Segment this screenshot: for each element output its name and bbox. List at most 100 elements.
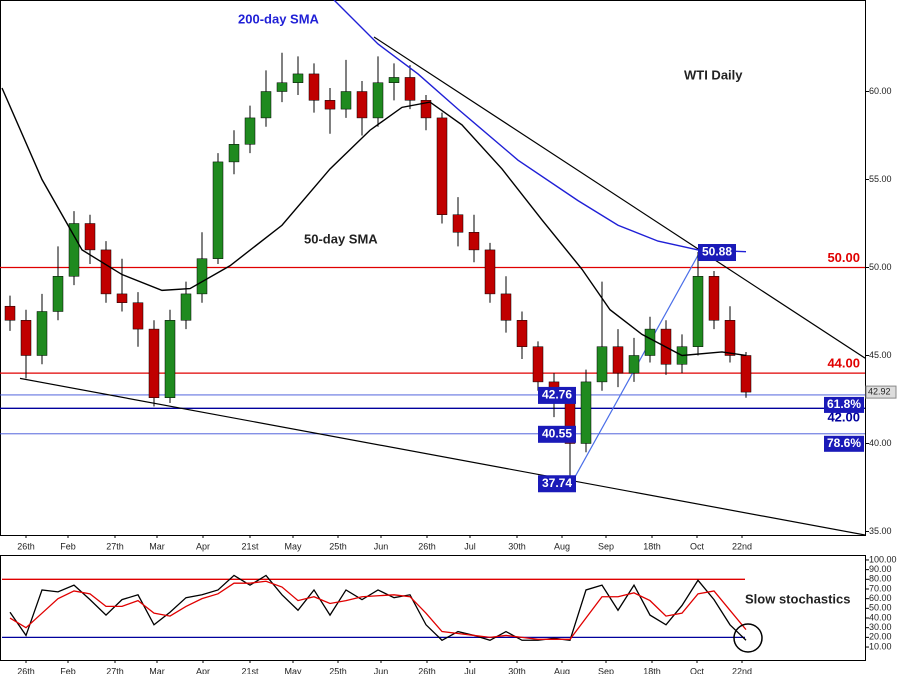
trendline [373,36,865,359]
chart-title: WTI Daily [684,67,743,82]
x-tick-label: 26th [418,666,436,674]
candle-body [500,293,512,321]
candle-body [324,100,336,110]
candle-body [20,320,32,356]
x-tick-label: Sep [598,541,614,551]
x-tick-label: 27th [106,541,124,551]
candle-body [52,276,64,312]
y-tick-label: 100.00 [869,554,897,564]
candle-body [372,82,384,119]
x-tick-label: Jun [374,666,389,674]
y-tick-label: 30.00 [869,622,892,632]
highlight-circle [733,623,763,653]
candle-body [164,320,176,398]
candle-body [132,302,144,330]
x-tick-label: Mar [149,541,165,551]
y-tick-label: 55.00 [869,174,892,184]
candle-body [196,258,208,295]
y-tick-label: 10.00 [869,641,892,651]
price-label: 50.88 [702,245,732,259]
x-tick-label: 30th [508,666,526,674]
candle-body [148,328,160,398]
x-tick-label: Jul [464,541,476,551]
price-label: 42.76 [542,388,572,402]
x-tick-label: Feb [60,541,76,551]
candle-body [468,232,480,251]
x-tick-label: 26th [17,541,35,551]
x-tick-label: 18th [643,541,661,551]
candle-body [740,355,752,393]
candle-body [228,144,240,163]
candle-body [36,311,48,356]
x-tick-label: 26th [418,541,436,551]
candle-body [692,276,704,347]
y-tick-label: 90.00 [869,564,892,574]
candle-body [388,77,400,83]
x-tick-label: May [284,666,302,674]
x-tick-label: Apr [196,666,210,674]
x-tick-label: 22nd [732,541,752,551]
candle-body [84,223,96,251]
candle-body [180,293,192,321]
candle-body [308,73,320,101]
x-tick-label: Jun [374,541,389,551]
price-box [538,386,576,404]
candle-body [420,100,432,119]
trendline [19,377,865,535]
candle-body [356,91,368,119]
candle-body [404,77,416,101]
x-tick-label: Aug [554,541,570,551]
candle-body [596,346,608,383]
x-tick-label: 30th [508,541,526,551]
x-tick-label: 26th [17,666,35,674]
candle-body [276,82,288,92]
price-axis-label: 42.92 [868,386,891,396]
y-tick-label: 80.00 [869,574,892,584]
candle-body [644,328,656,356]
y-tick-label: 50.00 [869,603,892,613]
candle-body [100,249,112,295]
y-tick-label: 45.00 [869,350,892,360]
y-tick-label: 70.00 [869,583,892,593]
level-label: 42.00 [827,410,860,425]
y-tick-label: 60.00 [869,86,892,96]
candle-body [4,305,16,321]
price-axis-box [865,385,897,399]
y-tick-label: 60.00 [869,593,892,603]
y-tick-label: 40.00 [869,438,892,448]
x-tick-label: 25th [329,541,347,551]
level-label: 78.6% [827,436,861,450]
x-tick-label: May [284,541,302,551]
sma50-label: 50-day SMA [304,231,378,246]
candle-body [612,346,624,374]
x-tick-label: Apr [196,541,210,551]
x-tick-label: Feb [60,666,76,674]
price-box [698,244,736,262]
stoch-title: Slow stochastics [745,591,850,606]
y-tick-label: 20.00 [869,632,892,642]
sma-line [1,87,747,357]
candle-body [516,320,528,347]
candle-body [452,214,464,233]
candle-body [628,355,640,374]
candle-body [340,91,352,110]
candle-body [116,293,128,303]
candle-body [436,117,448,215]
stoch-line [9,580,747,640]
stoch-line [9,574,747,642]
x-tick-label: 25th [329,666,347,674]
price-label: 40.55 [542,426,572,440]
level-label: 50.00 [827,250,860,265]
x-tick-label: 21st [241,666,259,674]
level-box [824,396,864,413]
candle-body [708,276,720,321]
y-tick-label: 50.00 [869,262,892,272]
candle-body [580,381,592,444]
candle-body [212,161,224,259]
level-label: 61.8% [827,397,861,411]
sma200-label: 200-day SMA [238,11,320,26]
level-box [824,435,864,452]
candle-body [532,346,544,383]
